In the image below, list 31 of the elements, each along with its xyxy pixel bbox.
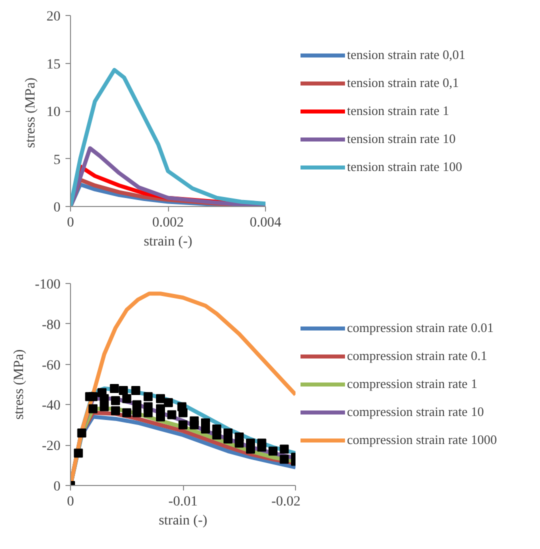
y-tick-label: 5 (54, 152, 60, 168)
legend-label: tension strain rate 10 (347, 130, 456, 146)
legend-label: tension strain rate 0,01 (347, 46, 466, 62)
x-axis-title: strain (-) (158, 514, 208, 528)
y-tick-label: 20 (46, 10, 60, 24)
legend-label: compression strain rate 0.1 (347, 348, 488, 364)
legend-label: compression strain rate 1 (347, 376, 478, 392)
legend-label: compression strain rate 0.01 (347, 320, 494, 336)
x-tick-label: 0 (67, 216, 74, 230)
x-tick-label: 0.002 (152, 216, 184, 230)
legend-label: tension strain rate 1 (347, 102, 450, 118)
x-tick-label: 0.004 (250, 216, 282, 230)
y-tick-label: -80 (42, 318, 61, 333)
y-tick-label: -60 (42, 358, 61, 374)
x-tick-label: -0.02 (271, 494, 301, 510)
y-axis-title: stress (MPa) (12, 348, 27, 420)
y-tick-label: 0 (54, 200, 60, 216)
legend-label: compression strain rate 10 (347, 404, 484, 420)
legend-label: tension strain rate 100 (347, 158, 462, 174)
legend-label: compression strain rate 1000 (347, 432, 497, 448)
y-tick-label: 10 (46, 105, 60, 120)
y-tick-label: 15 (46, 57, 60, 72)
x-tick-label: 0 (67, 494, 74, 510)
y-tick-label: -20 (42, 439, 61, 454)
y-tick-label: -40 (42, 398, 61, 414)
y-tick-label: -100 (34, 278, 61, 292)
y-axis-title: stress (MPa) (24, 77, 38, 148)
x-tick-label: -0.01 (168, 494, 198, 510)
y-tick-label: 0 (54, 480, 60, 494)
legend-label: tension strain rate 0,1 (347, 74, 459, 90)
x-axis-title: strain (-) (144, 234, 193, 250)
